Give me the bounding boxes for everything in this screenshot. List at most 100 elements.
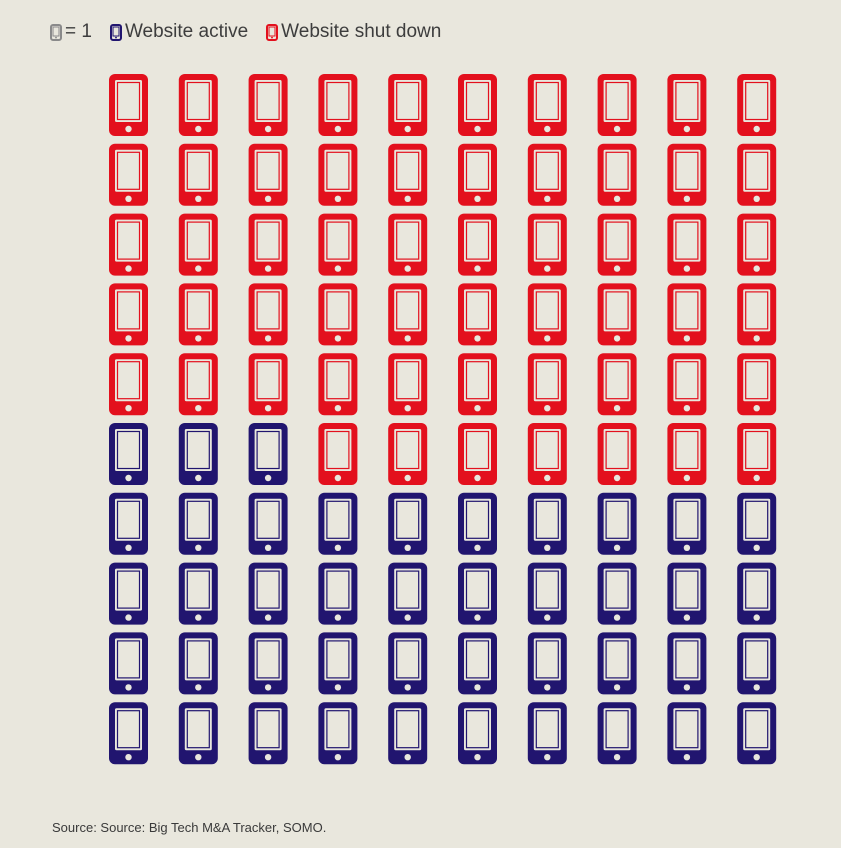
waffle-cell-active-phone-icon [109,632,148,695]
waffle-cell-shut-down-phone-icon [458,283,497,346]
waffle-cell-shut-down-phone-icon [318,353,358,416]
waffle-cell-shut-down-phone-icon [737,353,777,416]
waffle-cell-active-phone-icon [597,632,637,695]
waffle-cell-active-phone-icon [388,702,428,765]
waffle-cell-active-phone-icon [597,562,637,625]
waffle-cell-active-phone-icon [109,492,148,555]
waffle-cell-active-phone-icon [109,702,148,765]
waffle-cell-shut-down-phone-icon [527,74,567,136]
phone-icon [50,23,62,41]
waffle-cell-active-phone-icon [737,702,777,765]
waffle-cell-shut-down-phone-icon [388,423,428,485]
waffle-cell-shut-down-phone-icon [248,74,288,136]
waffle-cell-active-phone-icon [318,492,358,555]
waffle-cell-shut-down-phone-icon [667,74,707,136]
legend-item-active: Website active [109,21,266,43]
waffle-cell-active-phone-icon [597,492,637,555]
waffle-cell-shut-down-phone-icon [248,353,288,416]
waffle-cell-shut-down-phone-icon [178,74,218,136]
waffle-cell-shut-down-phone-icon [527,213,567,276]
waffle-cell-active-phone-icon [527,492,567,555]
waffle-cell-shut-down-phone-icon [527,283,567,346]
waffle-cell-active-phone-icon [597,702,637,765]
waffle-cell-active-phone-icon [248,423,288,485]
waffle-cell-active-phone-icon [458,632,497,695]
waffle-cell-shut-down-phone-icon [737,283,777,346]
waffle-cell-active-phone-icon [178,492,218,555]
waffle-cell-shut-down-phone-icon [109,353,148,416]
waffle-cell-active-phone-icon [109,423,148,485]
waffle-cell-active-phone-icon [318,632,358,695]
waffle-cell-shut-down-phone-icon [737,143,777,206]
waffle-cell-shut-down-phone-icon [248,283,288,346]
waffle-cell-shut-down-phone-icon [597,423,637,485]
waffle-cell-shut-down-phone-icon [737,423,777,485]
waffle-cell-shut-down-phone-icon [667,423,707,485]
waffle-cell-shut-down-phone-icon [178,213,218,276]
waffle-cell-shut-down-phone-icon [318,423,358,485]
waffle-cell-active-phone-icon [178,423,218,485]
waffle-cell-shut-down-phone-icon [667,283,707,346]
waffle-cell-active-phone-icon [458,702,497,765]
waffle-cell-shut-down-phone-icon [318,143,358,206]
waffle-cell-active-phone-icon [527,632,567,695]
waffle-cell-active-phone-icon [737,492,777,555]
waffle-cell-shut-down-phone-icon [597,74,637,136]
legend-label-active: Website active [124,21,249,42]
waffle-cell-shut-down-phone-icon [597,283,637,346]
waffle-cell-shut-down-phone-icon [527,423,567,485]
waffle-cell-shut-down-phone-icon [597,213,637,276]
waffle-cell-active-phone-icon [178,632,218,695]
waffle-cell-shut-down-phone-icon [458,143,497,206]
phone-icon [266,23,279,41]
waffle-cell-shut-down-phone-icon [458,213,497,276]
waffle-cell-shut-down-phone-icon [527,143,567,206]
waffle-cell-shut-down-phone-icon [109,213,148,276]
waffle-cell-shut-down-phone-icon [737,213,777,276]
waffle-cell-shut-down-phone-icon [388,213,428,276]
waffle-cell-active-phone-icon [527,562,567,625]
waffle-cell-shut-down-phone-icon [597,353,637,416]
waffle-cell-shut-down-phone-icon [318,283,358,346]
waffle-cell-shut-down-phone-icon [388,283,428,346]
waffle-cell-active-phone-icon [667,702,707,765]
waffle-cell-shut-down-phone-icon [458,423,497,485]
waffle-cell-active-phone-icon [458,562,497,625]
legend-unit-text: = 1 [65,21,92,42]
waffle-cell-active-phone-icon [737,562,777,625]
waffle-cell-shut-down-phone-icon [248,213,288,276]
waffle-cell-shut-down-phone-icon [527,353,567,416]
waffle-cell-shut-down-phone-icon [178,283,218,346]
waffle-cell-active-phone-icon [388,632,428,695]
phone-icon [109,23,122,41]
waffle-cell-active-phone-icon [458,492,497,555]
waffle-cell-shut-down-phone-icon [667,143,707,206]
waffle-cell-shut-down-phone-icon [388,353,428,416]
waffle-cell-shut-down-phone-icon [318,74,358,136]
waffle-cell-active-phone-icon [667,562,707,625]
chart-legend: = 1 Website active Website shut down [50,20,441,44]
waffle-cell-shut-down-phone-icon [737,74,777,136]
waffle-cell-shut-down-phone-icon [458,353,497,416]
waffle-cell-shut-down-phone-icon [458,74,497,136]
waffle-cell-shut-down-phone-icon [109,74,148,136]
waffle-cell-shut-down-phone-icon [667,213,707,276]
source-note: Source: Source: Big Tech M&A Tracker, SO… [52,820,327,835]
waffle-cell-active-phone-icon [388,562,428,625]
legend-unit: = 1 [50,21,110,43]
waffle-cell-shut-down-phone-icon [388,74,428,136]
waffle-cell-active-phone-icon [248,492,288,555]
waffle-cell-active-phone-icon [737,632,777,695]
waffle-cell-active-phone-icon [248,562,288,625]
waffle-cell-active-phone-icon [527,702,567,765]
legend-item-shut-down: Website shut down [266,21,441,43]
waffle-cell-shut-down-phone-icon [388,143,428,206]
legend-label-shut-down: Website shut down [281,21,442,42]
waffle-cell-active-phone-icon [109,562,148,625]
waffle-cell-active-phone-icon [178,562,218,625]
waffle-cell-shut-down-phone-icon [109,143,148,206]
waffle-cell-shut-down-phone-icon [248,143,288,206]
waffle-cell-shut-down-phone-icon [597,143,637,206]
waffle-cell-active-phone-icon [248,632,288,695]
